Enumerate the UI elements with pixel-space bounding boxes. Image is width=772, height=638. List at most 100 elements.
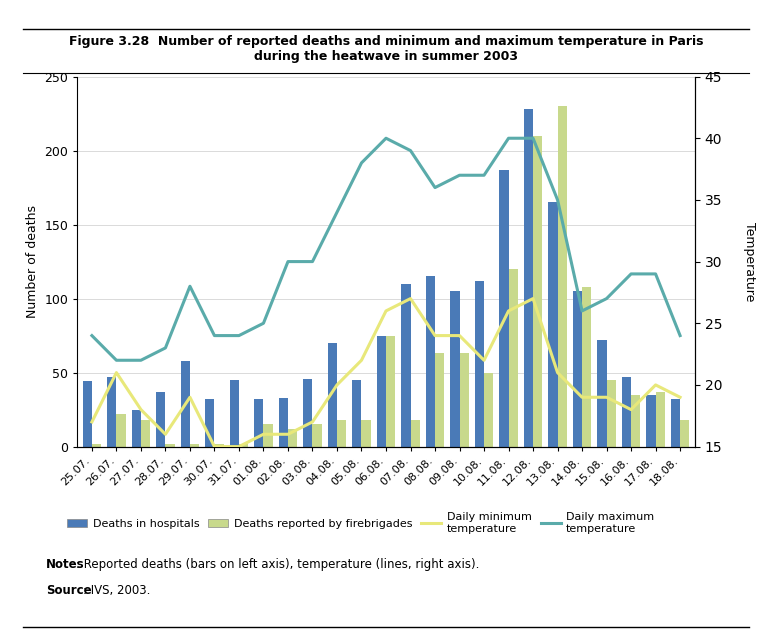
Bar — [435, 353, 445, 447]
Text: : IVS, 2003.: : IVS, 2003. — [83, 584, 151, 597]
Daily minimum
temperature — [259, 431, 268, 438]
Bar — [263, 424, 273, 447]
Bar — [254, 399, 263, 447]
Bar — [582, 286, 591, 447]
Daily maximum
temperature — [357, 159, 366, 167]
Bar — [156, 392, 165, 447]
Bar — [215, 443, 224, 447]
Daily maximum
temperature — [602, 295, 611, 302]
Daily minimum
temperature — [210, 443, 219, 450]
Daily maximum
temperature — [479, 172, 489, 179]
Daily minimum
temperature — [381, 307, 391, 315]
Bar — [181, 360, 190, 447]
Bar — [117, 414, 126, 447]
Bar — [671, 399, 680, 447]
Daily minimum
temperature — [406, 295, 415, 302]
Daily maximum
temperature — [185, 283, 195, 290]
Daily maximum
temperature — [235, 332, 244, 339]
Bar — [361, 420, 371, 447]
Daily minimum
temperature — [185, 394, 195, 401]
Daily minimum
temperature — [651, 381, 660, 389]
Daily minimum
temperature — [430, 332, 439, 339]
Bar — [646, 395, 655, 447]
Daily maximum
temperature — [553, 196, 562, 204]
Line: Daily minimum
temperature: Daily minimum temperature — [92, 299, 680, 447]
Bar — [190, 443, 199, 447]
Legend: Deaths in hospitals, Deaths reported by firebrigades, Daily minimum
temperature,: Deaths in hospitals, Deaths reported by … — [67, 512, 655, 533]
Daily maximum
temperature — [112, 357, 121, 364]
Bar — [621, 377, 631, 447]
Daily maximum
temperature — [504, 135, 513, 142]
Bar — [631, 395, 641, 447]
Text: Notes: Notes — [46, 558, 85, 571]
Daily maximum
temperature — [259, 320, 268, 327]
Bar — [337, 420, 347, 447]
Bar — [107, 377, 117, 447]
Bar — [352, 380, 361, 447]
Bar — [425, 276, 435, 447]
Bar — [131, 410, 141, 447]
Text: : Reported deaths (bars on left axis), temperature (lines, right axis).: : Reported deaths (bars on left axis), t… — [76, 558, 479, 571]
Daily minimum
temperature — [455, 332, 464, 339]
Y-axis label: Temperature: Temperature — [743, 222, 756, 301]
Line: Daily maximum
temperature: Daily maximum temperature — [92, 138, 680, 360]
Daily maximum
temperature — [651, 270, 660, 278]
Daily maximum
temperature — [161, 344, 170, 352]
Daily minimum
temperature — [479, 357, 489, 364]
Daily minimum
temperature — [333, 381, 342, 389]
Daily minimum
temperature — [528, 295, 537, 302]
Bar — [327, 343, 337, 447]
Bar — [411, 420, 420, 447]
Daily maximum
temperature — [430, 184, 439, 191]
Bar — [533, 136, 543, 447]
Bar — [165, 443, 174, 447]
Daily minimum
temperature — [112, 369, 121, 376]
Bar — [509, 269, 518, 447]
Daily maximum
temperature — [406, 147, 415, 154]
Text: Source: Source — [46, 584, 92, 597]
Daily minimum
temperature — [553, 369, 562, 376]
Daily maximum
temperature — [455, 172, 464, 179]
Daily maximum
temperature — [210, 332, 219, 339]
Bar — [573, 291, 582, 447]
Daily maximum
temperature — [87, 332, 96, 339]
Daily minimum
temperature — [137, 406, 146, 413]
Bar — [450, 291, 459, 447]
Bar — [377, 336, 386, 447]
Text: Figure 3.28  Number of reported deaths and minimum and maximum temperature in Pa: Figure 3.28 Number of reported deaths an… — [69, 35, 703, 63]
Daily maximum
temperature — [308, 258, 317, 265]
Daily minimum
temperature — [283, 431, 293, 438]
Daily minimum
temperature — [308, 418, 317, 426]
Daily minimum
temperature — [577, 394, 587, 401]
Bar — [303, 378, 313, 447]
Daily minimum
temperature — [357, 357, 366, 364]
Bar — [279, 397, 288, 447]
Bar — [680, 420, 689, 447]
Daily minimum
temperature — [626, 406, 635, 413]
Bar — [229, 380, 239, 447]
Daily maximum
temperature — [676, 332, 685, 339]
Daily maximum
temperature — [333, 209, 342, 216]
Bar — [239, 443, 249, 447]
Daily maximum
temperature — [137, 357, 146, 364]
Bar — [83, 382, 92, 447]
Daily minimum
temperature — [504, 307, 513, 315]
Daily minimum
temperature — [235, 443, 244, 450]
Bar — [475, 281, 484, 447]
Daily minimum
temperature — [676, 394, 685, 401]
Daily minimum
temperature — [161, 431, 170, 438]
Bar — [499, 170, 509, 447]
Bar — [655, 392, 665, 447]
Bar — [401, 284, 411, 447]
Bar — [313, 424, 322, 447]
Daily minimum
temperature — [87, 418, 96, 426]
Bar — [459, 353, 469, 447]
Bar — [288, 429, 297, 447]
Bar — [557, 106, 567, 447]
Daily maximum
temperature — [283, 258, 293, 265]
Daily maximum
temperature — [626, 270, 635, 278]
Bar — [205, 399, 215, 447]
Daily maximum
temperature — [528, 135, 537, 142]
Y-axis label: Number of deaths: Number of deaths — [25, 205, 39, 318]
Daily maximum
temperature — [577, 307, 587, 315]
